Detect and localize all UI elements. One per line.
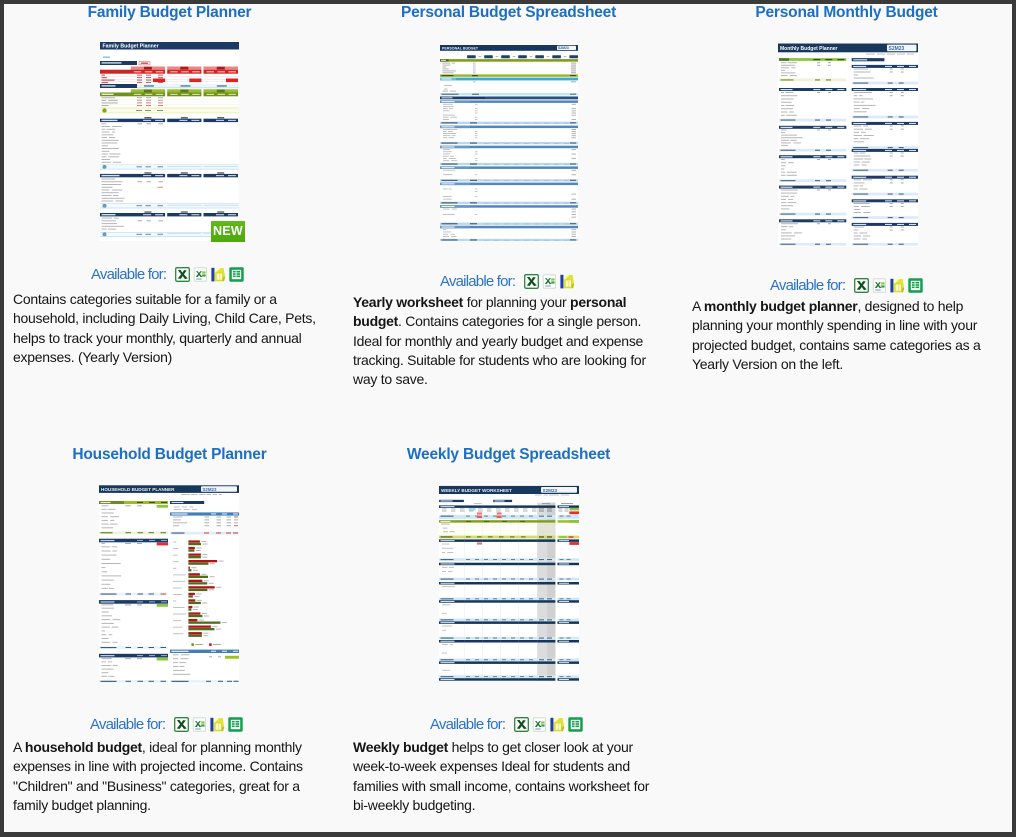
- svg-text:S2M23: S2M23: [203, 487, 217, 492]
- svg-text:S2M23: S2M23: [558, 46, 569, 50]
- svg-text:WEEKLY BUDGET WORKSHEET: WEEKLY BUDGET WORKSHEET: [441, 488, 512, 493]
- svg-text:S2M23: S2M23: [543, 488, 558, 493]
- svg-text:S2M23: S2M23: [889, 46, 905, 52]
- svg-text:Monthly Budget Planner: Monthly Budget Planner: [780, 46, 838, 52]
- svg-text:HOUSEHOLD BUDGET PLANNER: HOUSEHOLD BUDGET PLANNER: [101, 487, 175, 492]
- svg-text:Family Budget Planner: Family Budget Planner: [103, 44, 159, 50]
- svg-text:PERSONAL BUDGET: PERSONAL BUDGET: [442, 46, 479, 50]
